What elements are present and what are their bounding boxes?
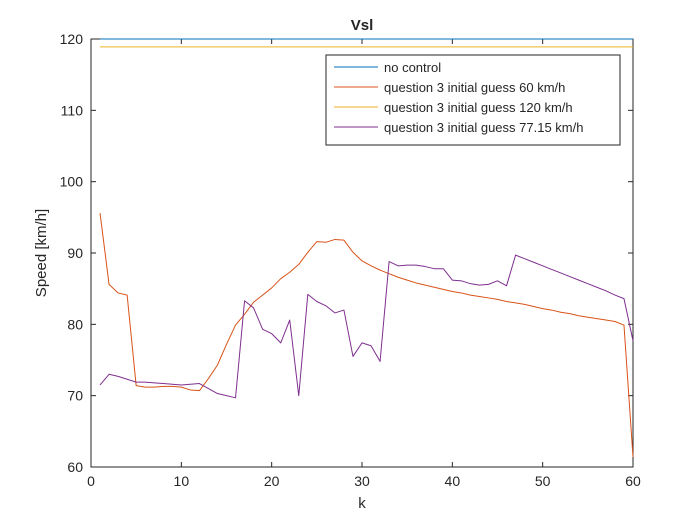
y-tick-label: 70: [67, 388, 83, 404]
x-tick-label: 20: [264, 473, 280, 489]
x-axis-label: k: [358, 495, 366, 512]
chart-title: Vsl: [351, 17, 374, 34]
legend-entry-label: question 3 initial guess 77.15 km/h: [384, 120, 583, 135]
x-tick-label: 30: [354, 473, 370, 489]
legend-entry-label: question 3 initial guess 60 km/h: [384, 80, 565, 95]
x-tick-label: 10: [174, 473, 190, 489]
legend-entry-label: question 3 initial guess 120 km/h: [384, 100, 573, 115]
y-tick-label: 80: [67, 316, 83, 332]
y-tick-label: 100: [60, 174, 84, 190]
y-tick-label: 120: [60, 31, 84, 47]
x-tick-label: 40: [445, 473, 461, 489]
y-tick-label: 90: [67, 245, 83, 261]
y-axis-label: Speed [km/h]: [33, 209, 50, 297]
legend: no control question 3 initial guess 60 km…: [326, 55, 620, 145]
x-tick-label: 60: [625, 473, 641, 489]
x-tick-label: 50: [535, 473, 551, 489]
x-tick-label: 0: [87, 473, 95, 489]
legend-entry-label: no control: [384, 60, 441, 75]
y-tick-label: 60: [67, 459, 83, 475]
y-tick-label: 110: [61, 102, 84, 118]
